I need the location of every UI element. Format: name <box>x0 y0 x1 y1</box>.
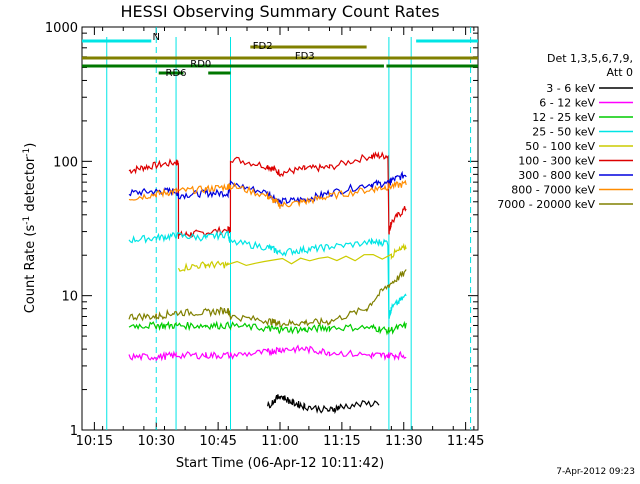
axis-ticks: 10:15 10:30 10:45 11:00 11:15 11:30 11:45 1 10 10… <box>45 21 484 449</box>
y-axis-label-sup1: -1 <box>22 216 32 225</box>
chart-title: HESSI Observing Summary Count Rates <box>120 2 439 21</box>
flag-label-rd0: RD0 <box>190 59 211 70</box>
x-tick-label: 10:30 <box>138 434 175 449</box>
plot-frame <box>81 26 479 431</box>
series-line <box>128 320 407 336</box>
y-axis-label-mid: detector <box>23 156 38 216</box>
legend-label: 7000 - 20000 keV <box>497 198 595 211</box>
legend-label: 100 - 300 keV <box>518 155 595 168</box>
y-tick-label: 1000 <box>45 21 78 36</box>
legend-title-line2: Att 0 <box>607 66 633 79</box>
x-tick-label: 11:15 <box>323 434 360 449</box>
y-tick-label: 100 <box>53 155 78 170</box>
y-axis-label-end: ) <box>23 143 38 148</box>
flag-label-fd2: FD2 <box>253 41 273 52</box>
series-line <box>128 170 407 207</box>
legend-title-line1: Det 1,3,5,6,7,9, <box>547 52 633 65</box>
data-series <box>128 151 407 415</box>
series-line <box>128 230 407 319</box>
series-line <box>177 242 407 272</box>
legend-label: 25 - 50 keV <box>532 126 595 139</box>
series-line <box>128 344 407 362</box>
legend-label: 50 - 100 keV <box>525 140 595 153</box>
flag-label-rd6: RD6 <box>166 68 187 79</box>
y-axis-label: Count Rate (s-1 detector-1) <box>22 143 38 314</box>
flag-label-fd3: FD3 <box>295 51 315 62</box>
y-tick-label: 10 <box>61 290 78 305</box>
legend: Det 1,3,5,6,7,9, Att 0 3 - 6 keV 6 - 12 k… <box>497 52 633 211</box>
series-line <box>267 394 380 415</box>
x-axis-label: Start Time (06-Apr-12 10:11:42) <box>176 456 384 471</box>
y-axis-label-sup2: -1 <box>22 148 32 157</box>
footer-timestamp: 7-Apr-2012 09:23 <box>556 467 635 477</box>
x-tick-label: 10:15 <box>76 434 113 449</box>
time-markers <box>106 27 472 430</box>
series-line <box>128 269 407 328</box>
x-tick-label: 11:00 <box>261 434 298 449</box>
series-line <box>128 151 407 239</box>
flag-label-n: N <box>153 32 160 43</box>
series-line <box>128 179 407 209</box>
y-axis-label-main: Count Rate (s <box>23 225 38 314</box>
legend-label: 3 - 6 keV <box>546 82 595 95</box>
legend-label: 12 - 25 keV <box>532 111 595 124</box>
x-tick-label: 11:30 <box>385 434 422 449</box>
y-tick-label: 1 <box>70 424 78 439</box>
legend-label: 300 - 800 keV <box>518 169 595 182</box>
legend-label: 6 - 12 keV <box>539 97 595 110</box>
x-tick-label: 11:45 <box>447 434 484 449</box>
x-tick-label: 10:45 <box>199 434 236 449</box>
legend-label: 800 - 7000 keV <box>511 184 595 197</box>
